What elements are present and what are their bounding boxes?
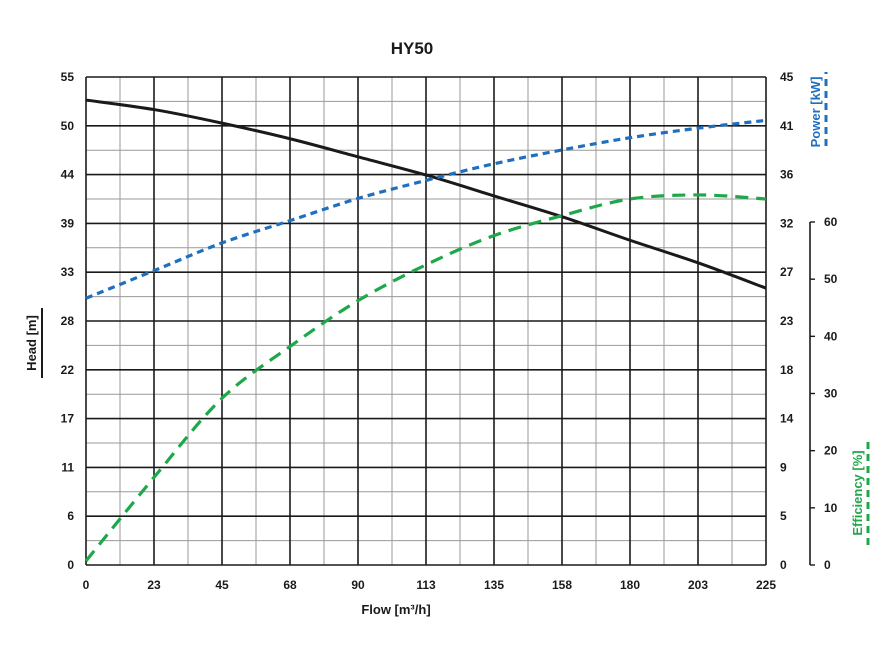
efficiency-tick-label: 30 bbox=[824, 387, 838, 401]
tick-labels: 0 23 45 68 90 113 135 158 180 203 2250611172228333… bbox=[61, 70, 838, 592]
head-tick-label: 33 bbox=[61, 265, 75, 279]
head-axis-label: Head [m] bbox=[24, 315, 39, 371]
x-tick-label: 225 bbox=[756, 578, 776, 592]
efficiency-tick-label: 10 bbox=[824, 501, 838, 515]
power-tick-label: 45 bbox=[780, 70, 794, 84]
axes bbox=[809, 221, 815, 566]
head-tick-label: 17 bbox=[61, 412, 75, 426]
head-tick-label: 50 bbox=[61, 119, 75, 133]
series-line-head bbox=[85, 98, 767, 290]
x-tick-label: 135 bbox=[484, 578, 504, 592]
series-line-power bbox=[85, 118, 767, 300]
power-tick-label: 18 bbox=[780, 363, 794, 377]
head-tick-label: 28 bbox=[61, 314, 75, 328]
power-tick-label: 0 bbox=[780, 558, 787, 572]
head-tick-label: 6 bbox=[67, 509, 74, 523]
x-tick-label: 23 bbox=[147, 578, 161, 592]
series bbox=[84, 98, 767, 562]
power-axis-label: Power [kW] bbox=[808, 77, 823, 148]
x-tick-label: 158 bbox=[552, 578, 572, 592]
head-tick-label: 22 bbox=[61, 363, 75, 377]
x-tick-label: 113 bbox=[416, 578, 436, 592]
power-tick-label: 9 bbox=[780, 460, 787, 474]
x-tick-label: 45 bbox=[215, 578, 229, 592]
efficiency-tick-label: 40 bbox=[824, 329, 838, 343]
head-tick-label: 0 bbox=[67, 558, 74, 572]
head-tick-label: 39 bbox=[61, 216, 75, 230]
power-tick-label: 32 bbox=[780, 216, 794, 230]
efficiency-tick-label: 50 bbox=[824, 272, 838, 286]
head-tick-label: 11 bbox=[61, 460, 74, 474]
head-tick-label: 44 bbox=[61, 168, 75, 182]
efficiency-tick-label: 0 bbox=[824, 558, 831, 572]
x-tick-label: 180 bbox=[620, 578, 640, 592]
x-axis-label: Flow [m³/h] bbox=[361, 602, 430, 617]
head-tick-label: 55 bbox=[61, 70, 75, 84]
x-tick-label: 68 bbox=[283, 578, 297, 592]
power-tick-label: 23 bbox=[780, 314, 794, 328]
grid bbox=[85, 76, 767, 566]
efficiency-axis-label: Efficiency [%] bbox=[850, 450, 865, 535]
power-tick-label: 27 bbox=[780, 265, 794, 279]
x-tick-label: 0 bbox=[83, 578, 90, 592]
efficiency-tick-label: 60 bbox=[824, 215, 838, 229]
x-tick-label: 90 bbox=[351, 578, 365, 592]
power-tick-label: 14 bbox=[780, 412, 794, 426]
power-tick-label: 5 bbox=[780, 509, 787, 523]
power-tick-label: 41 bbox=[780, 119, 794, 133]
series-line-efficiency bbox=[84, 193, 767, 562]
x-tick-label: 203 bbox=[688, 578, 708, 592]
power-tick-label: 36 bbox=[780, 168, 794, 182]
chart-title: HY50 bbox=[391, 39, 434, 58]
efficiency-tick-label: 20 bbox=[824, 444, 838, 458]
